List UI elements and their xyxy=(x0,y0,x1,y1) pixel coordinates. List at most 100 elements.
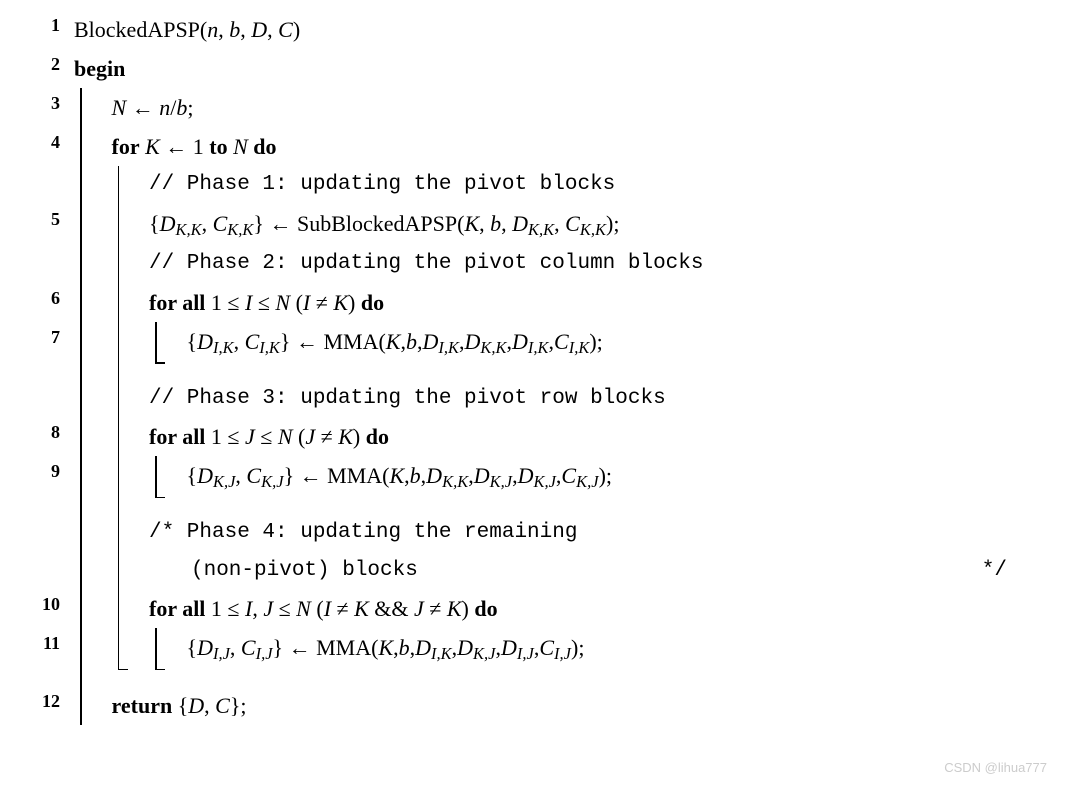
algo-text: return {D, C}; xyxy=(112,686,1048,725)
keyword-to: to xyxy=(209,134,227,159)
algo-line-1: 1 BlockedAPSP(n, b, D, C) xyxy=(20,10,1047,49)
rule-bar xyxy=(118,322,120,364)
algo-text: {DI,J, CI,J} ← MMA(K,b,DI,K,DK,J,DI,J,CI… xyxy=(187,628,1048,670)
line-number: 7 xyxy=(20,322,74,348)
comment: (non-pivot) blocks */ xyxy=(149,552,1047,590)
line-number: 5 xyxy=(20,204,74,230)
rule-bar xyxy=(118,514,120,552)
arrow: ← xyxy=(132,95,154,120)
line-number: 2 xyxy=(20,49,74,75)
comment: // Phase 1: updating the pivot blocks xyxy=(149,166,1047,204)
algo-text: for all 1 ≤ J ≤ N (J ≠ K) do xyxy=(149,417,1047,456)
rule-bar-end xyxy=(155,456,157,498)
expr: n xyxy=(159,95,170,120)
rule-bar xyxy=(118,380,120,418)
keyword-do: do xyxy=(474,596,497,621)
line-number: 10 xyxy=(20,589,74,615)
var-N: N xyxy=(112,95,127,120)
keyword-return: return xyxy=(112,693,173,718)
rule-bar xyxy=(80,417,82,456)
line-number: 8 xyxy=(20,417,74,443)
keyword-for: for xyxy=(112,134,140,159)
rule-bar xyxy=(80,88,82,127)
algo-text: {DK,J, CK,J} ← MMA(K,b,DK,K,DK,J,DK,J,CK… xyxy=(187,456,1048,498)
comment-text: (non-pivot) blocks xyxy=(149,555,418,587)
rule-bar xyxy=(80,166,82,204)
rule-bar xyxy=(118,456,120,498)
algo-text: for all 1 ≤ I, J ≤ N (I ≠ K && J ≠ K) do xyxy=(149,589,1047,628)
rule-bar xyxy=(80,322,82,364)
rule-bar xyxy=(118,166,120,204)
algo-comment-4b: (non-pivot) blocks */ xyxy=(20,552,1047,590)
algorithm-block: 1 BlockedAPSP(n, b, D, C) 2 begin 3 N ← … xyxy=(20,10,1047,725)
rule-bar xyxy=(80,686,82,725)
keyword-do: do xyxy=(361,290,384,315)
rule-bar xyxy=(118,204,120,246)
keyword-do: do xyxy=(253,134,276,159)
gap xyxy=(20,364,1047,380)
rule-bar xyxy=(118,283,120,322)
to-N: N xyxy=(233,134,248,159)
algo-line-11: 11 {DI,J, CI,J} ← MMA(K,b,DI,K,DK,J,DI,J… xyxy=(20,628,1047,670)
comment: /* Phase 4: updating the remaining xyxy=(149,514,1047,552)
rule-bar xyxy=(118,245,120,283)
algo-text: {DK,K, CK,K} ← SubBlockedAPSP(K, b, DK,K… xyxy=(149,204,1047,246)
comment: // Phase 2: updating the pivot column bl… xyxy=(149,245,1047,283)
algo-line-7: 7 {DI,K, CI,K} ← MMA(K,b,DI,K,DK,K,DI,K,… xyxy=(20,322,1047,364)
var-K: K xyxy=(145,134,160,159)
algo-line-3: 3 N ← n/b; xyxy=(20,88,1047,127)
keyword-do: do xyxy=(366,424,389,449)
gap xyxy=(20,670,1047,686)
algo-text: {DI,K, CI,K} ← MMA(K,b,DI,K,DK,K,DI,K,CI… xyxy=(187,322,1048,364)
keyword-forall: for all xyxy=(149,424,205,449)
gap xyxy=(20,498,1047,514)
rule-bar xyxy=(80,127,82,166)
line-number: 9 xyxy=(20,456,74,482)
watermark: CSDN @lihua777 xyxy=(944,760,1047,775)
keyword-forall: for all xyxy=(149,596,205,621)
fn-name: BlockedAPSP(n, b, D, C) xyxy=(74,17,300,42)
rule-bar xyxy=(80,589,82,628)
algo-text: for K ← 1 to N do xyxy=(112,127,1048,166)
rule-bar-end xyxy=(118,628,120,670)
rule-bar xyxy=(80,380,82,418)
comment: // Phase 3: updating the pivot row block… xyxy=(149,380,1047,418)
algo-comment-4a: /* Phase 4: updating the remaining xyxy=(20,514,1047,552)
rule-bar-end xyxy=(155,628,157,670)
algo-line-10: 10 for all 1 ≤ I, J ≤ N (I ≠ K && J ≠ K)… xyxy=(20,589,1047,628)
algo-line-9: 9 {DK,J, CK,J} ← MMA(K,b,DK,K,DK,J,DK,J,… xyxy=(20,456,1047,498)
arrow: ← xyxy=(165,134,187,159)
keyword-forall: for all xyxy=(149,290,205,315)
algo-line-4: 4 for K ← 1 to N do xyxy=(20,127,1047,166)
comment-close: */ xyxy=(982,555,1007,587)
line-number: 12 xyxy=(20,686,74,712)
algo-comment-1: // Phase 1: updating the pivot blocks xyxy=(20,166,1047,204)
algo-text: BlockedAPSP(n, b, D, C) xyxy=(74,10,1047,49)
algo-text: N ← n/b; xyxy=(112,88,1048,127)
rule-bar xyxy=(80,514,82,552)
from: 1 xyxy=(193,134,204,159)
rule-bar xyxy=(80,204,82,246)
line-number: 4 xyxy=(20,127,74,153)
keyword-begin: begin xyxy=(74,56,125,81)
rule-bar xyxy=(80,552,82,590)
algo-text: for all 1 ≤ I ≤ N (I ≠ K) do xyxy=(149,283,1047,322)
rule-bar xyxy=(118,589,120,628)
algo-line-6: 6 for all 1 ≤ I ≤ N (I ≠ K) do xyxy=(20,283,1047,322)
algo-comment-2: // Phase 2: updating the pivot column bl… xyxy=(20,245,1047,283)
line-number: 6 xyxy=(20,283,74,309)
algo-line-5: 5 {DK,K, CK,K} ← SubBlockedAPSP(K, b, DK… xyxy=(20,204,1047,246)
algo-line-2: 2 begin xyxy=(20,49,1047,88)
rule-bar xyxy=(80,283,82,322)
line-number: 11 xyxy=(20,628,74,654)
rule-bar xyxy=(80,245,82,283)
algo-line-8: 8 for all 1 ≤ J ≤ N (J ≠ K) do xyxy=(20,417,1047,456)
rule-bar xyxy=(118,552,120,590)
rule-bar xyxy=(80,628,82,670)
rule-bar-end xyxy=(155,322,157,364)
algo-line-12: 12 return {D, C}; xyxy=(20,686,1047,725)
algo-comment-3: // Phase 3: updating the pivot row block… xyxy=(20,380,1047,418)
rule-bar xyxy=(118,417,120,456)
rule-bar xyxy=(80,456,82,498)
line-number: 1 xyxy=(20,10,74,36)
